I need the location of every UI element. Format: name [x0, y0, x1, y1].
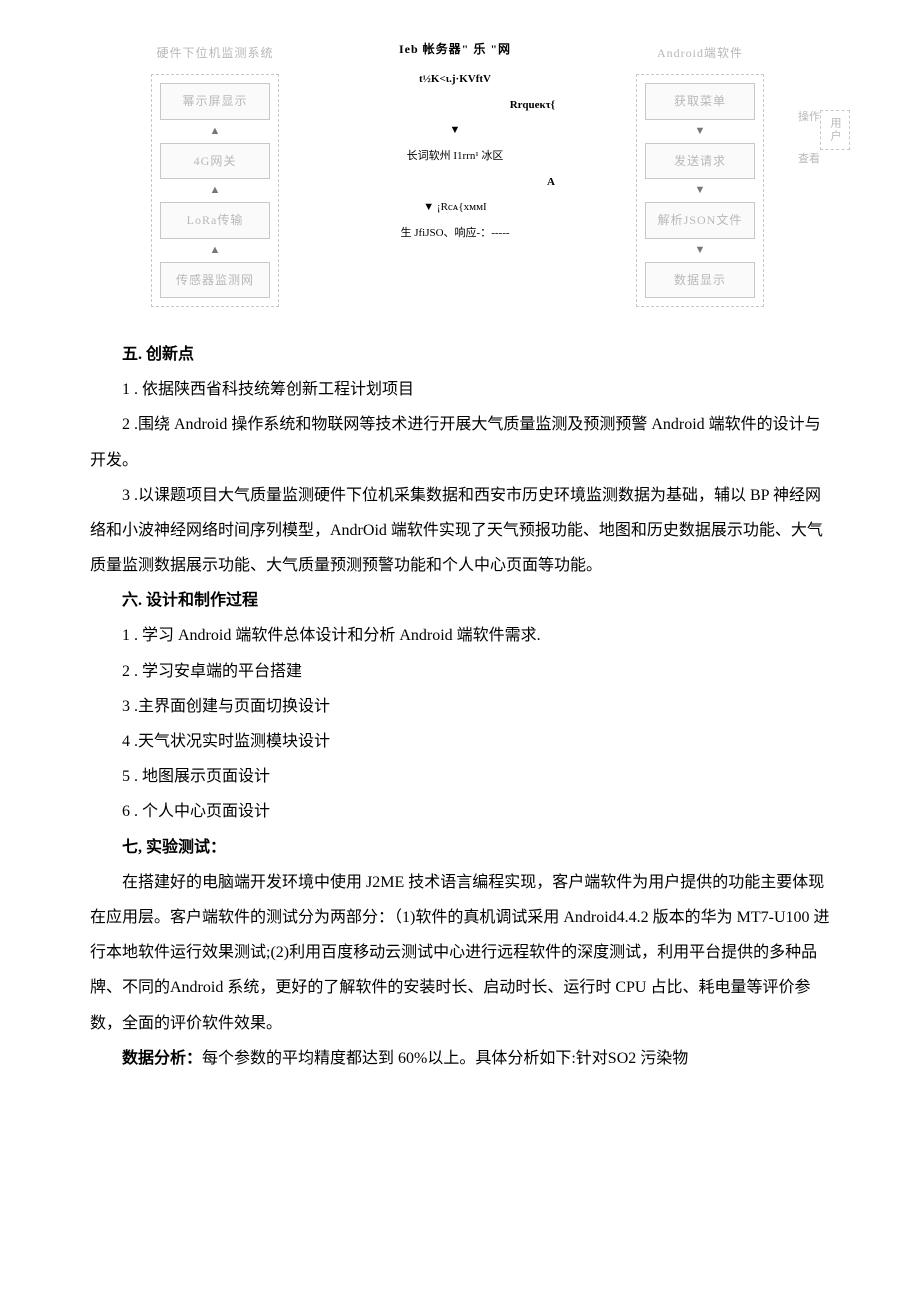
node-show: 数据显示	[645, 262, 755, 298]
para: 6 . 个人中心页面设计	[90, 794, 830, 829]
side-labels: 操作 查看	[798, 105, 820, 171]
para: 1 . 依据陕西省科技统筹创新工程计划项目	[90, 372, 830, 407]
diagram-col-hardware: 硬件下位机监测系统 幂示屏显示 ▲ 4G网关 ▲ LoRa传输 ▲ 传感器监测网	[130, 40, 300, 307]
arrow-down-icon: ▼	[695, 185, 706, 196]
para: 4 .天气状况实时监测模块设计	[90, 724, 830, 759]
android-box: 获取菜单 ▼ 发送请求 ▼ 解析JSON文件 ▼ 数据显示	[636, 74, 764, 307]
data-analysis-text: 每个参数的平均精度都达到 60%以上。具体分析如下:针对SO2 污染物	[202, 1050, 688, 1067]
arrow-icon: ▲	[210, 126, 221, 137]
arrow-down-icon: ▼	[695, 126, 706, 137]
arrow-down-icon: ▼	[450, 122, 461, 140]
node-menu: 获取菜单	[645, 83, 755, 119]
para: 3 .以课题项目大气质量监测硬件下位机采集数据和西安市历史环境监测数据为基础，辅…	[90, 478, 830, 584]
arrow-down-icon: ▼	[695, 245, 706, 256]
arrow-icon: ▲	[210, 245, 221, 256]
mid-text: Rrqueκτ{	[355, 97, 555, 115]
para: 1 . 学习 Android 端软件总体设计和分析 Android 端软件需求.	[90, 618, 830, 653]
heading-6: 六. 设计和制作过程	[90, 583, 830, 618]
col-title-server: Ieb 帐务器" 乐 "网	[399, 40, 511, 59]
label-operate: 操作	[798, 105, 820, 129]
mid-text: 生 JfiJSO、响应-：-----	[400, 225, 509, 243]
node-request: 发送请求	[645, 143, 755, 179]
user-box-group: 用户	[820, 110, 850, 150]
heading-7: 七, 实验测试：	[90, 830, 830, 865]
para: 3 .主界面创建与页面切换设计	[90, 689, 830, 724]
para-data-analysis: 数据分析：每个参数的平均精度都达到 60%以上。具体分析如下:针对SO2 污染物	[90, 1041, 830, 1076]
hardware-box: 幂示屏显示 ▲ 4G网关 ▲ LoRa传输 ▲ 传感器监测网	[151, 74, 279, 307]
col-title-hardware: 硬件下位机监测系统	[156, 40, 273, 66]
para: 2 .围绕 Android 操作系统和物联网等技术进行开展大气质量监测及预测预警…	[90, 407, 830, 477]
node-4g: 4G网关	[160, 143, 270, 179]
diagram-col-server: Ieb 帐务器" 乐 "网 t½K<ι.j·KVftV Rrqueκτ{ ▼ 长…	[355, 40, 555, 307]
user-box: 用户	[820, 110, 850, 150]
para: 5 . 地图展示页面设计	[90, 759, 830, 794]
node-json: 解析JSON文件	[645, 202, 755, 238]
node-lora: LoRa传输	[160, 202, 270, 238]
para: 2 . 学习安卓端的平台搭建	[90, 654, 830, 689]
mid-text: ▼ ¡Rcᴀ{xᴍᴍI	[423, 199, 486, 217]
data-analysis-label: 数据分析：	[122, 1050, 202, 1067]
node-sensor: 传感器监测网	[160, 262, 270, 298]
mid-text: t½K<ι.j·KVftV	[419, 71, 491, 89]
document-body: 五. 创新点 1 . 依据陕西省科技统筹创新工程计划项目 2 .围绕 Andro…	[90, 337, 830, 1076]
diagram-col-android: Android端软件 获取菜单 ▼ 发送请求 ▼ 解析JSON文件 ▼ 数据显示…	[610, 40, 790, 307]
mid-text: A	[355, 174, 555, 192]
heading-5: 五. 创新点	[90, 337, 830, 372]
label-view: 查看	[798, 147, 820, 171]
arrow-icon: ▲	[210, 185, 221, 196]
node-display: 幂示屏显示	[160, 83, 270, 119]
mid-text: 长词软州 I1rrn¹ 冰区	[407, 148, 504, 166]
para: 在搭建好的电脑端开发环境中使用 J2ME 技术语言编程实现，客户端软件为用户提供…	[90, 865, 830, 1041]
system-diagram: 硬件下位机监测系统 幂示屏显示 ▲ 4G网关 ▲ LoRa传输 ▲ 传感器监测网…	[130, 40, 790, 307]
col-title-android: Android端软件	[657, 40, 743, 66]
